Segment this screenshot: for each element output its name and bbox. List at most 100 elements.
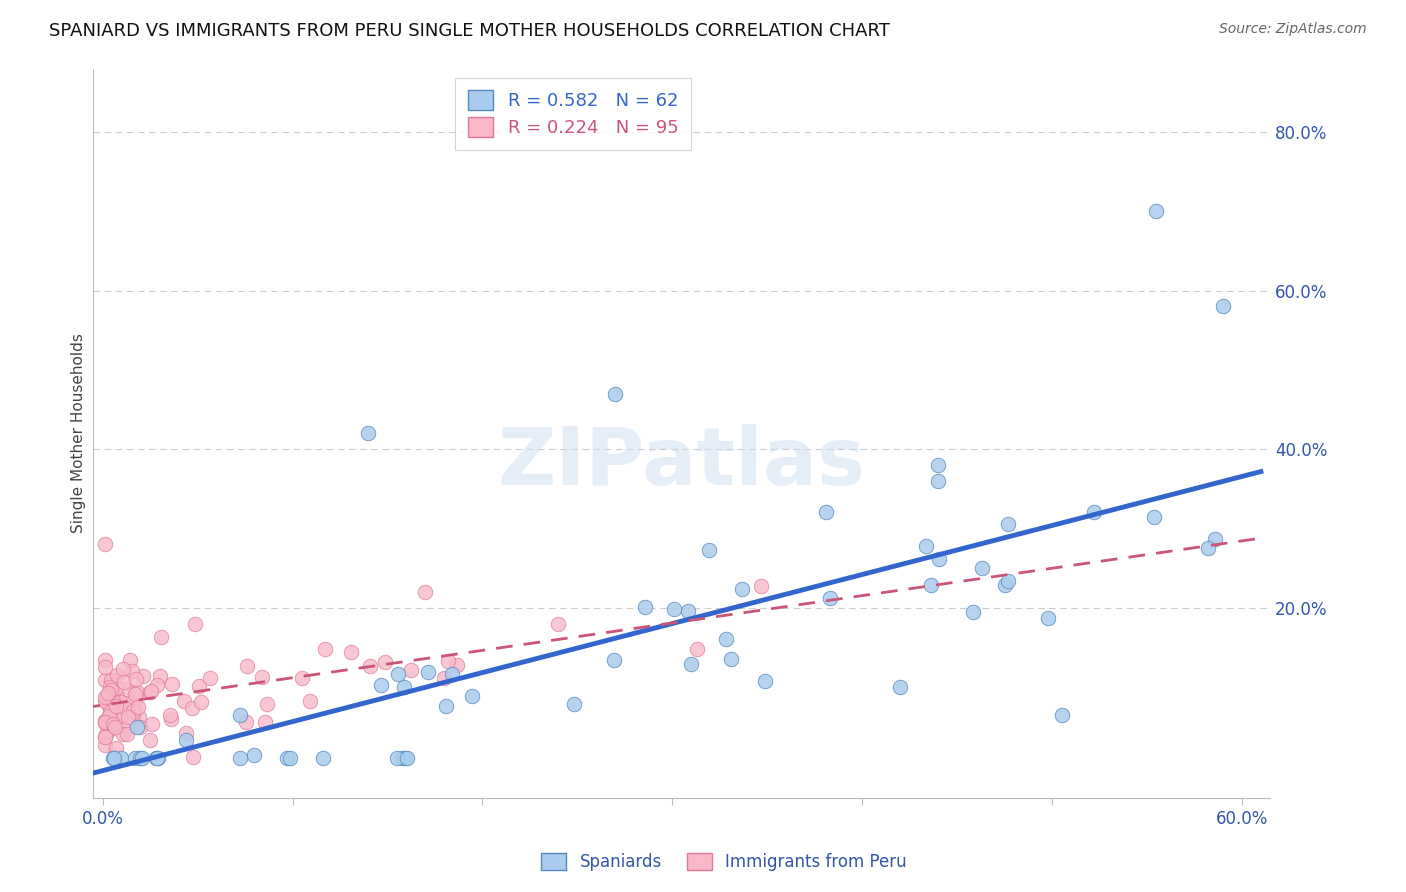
Point: [340, 645, 363, 659]
Text: Source: ZipAtlas.com: Source: ZipAtlas.com: [1219, 22, 1367, 37]
Point: [312, 751, 335, 765]
Point: [138, 732, 160, 747]
Point: [603, 652, 626, 666]
Point: [97, 688, 120, 702]
Point: [105, 699, 128, 714]
Point: [125, 684, 148, 698]
Point: [697, 542, 720, 557]
Point: [299, 693, 322, 707]
Point: [235, 714, 257, 729]
Point: [664, 602, 686, 616]
Point: [149, 668, 172, 682]
Point: [681, 657, 703, 671]
Point: [111, 727, 134, 741]
Point: [117, 710, 139, 724]
Point: [997, 574, 1019, 588]
Point: [714, 632, 737, 646]
Point: [370, 678, 392, 692]
Point: [1197, 541, 1219, 556]
Point: [253, 714, 276, 729]
Legend: R = 0.582   N = 62, R = 0.224   N = 95: R = 0.582 N = 62, R = 0.224 N = 95: [456, 78, 692, 150]
Point: [122, 704, 145, 718]
Point: [374, 655, 396, 669]
Point: [105, 690, 128, 705]
Point: [927, 458, 949, 472]
Point: [1212, 300, 1234, 314]
Point: [190, 695, 212, 709]
Point: [180, 701, 202, 715]
Point: [357, 426, 380, 441]
Point: [314, 642, 336, 657]
Point: [434, 698, 457, 713]
Point: [962, 606, 984, 620]
Point: [125, 719, 148, 733]
Point: [686, 641, 709, 656]
Point: [121, 664, 143, 678]
Legend: Spaniards, Immigrants from Peru: Spaniards, Immigrants from Peru: [533, 845, 915, 880]
Point: [94, 714, 117, 728]
Point: [111, 718, 134, 732]
Point: [547, 616, 569, 631]
Point: [160, 713, 183, 727]
Point: [1146, 204, 1168, 219]
Point: [124, 687, 146, 701]
Text: SPANIARD VS IMMIGRANTS FROM PERU SINGLE MOTHER HOUSEHOLDS CORRELATION CHART: SPANIARD VS IMMIGRANTS FROM PERU SINGLE …: [49, 22, 890, 40]
Point: [100, 683, 122, 698]
Point: [731, 582, 754, 596]
Point: [131, 751, 153, 765]
Point: [997, 516, 1019, 531]
Point: [436, 654, 458, 668]
Point: [127, 700, 149, 714]
Point: [97, 697, 120, 711]
Point: [108, 709, 131, 723]
Point: [1050, 707, 1073, 722]
Point: [111, 662, 134, 676]
Y-axis label: Single Mother Households: Single Mother Households: [72, 334, 86, 533]
Point: [121, 696, 143, 710]
Point: [93, 537, 115, 551]
Point: [94, 727, 117, 741]
Point: [394, 751, 416, 765]
Point: [749, 579, 772, 593]
Point: [105, 668, 128, 682]
Point: [184, 617, 207, 632]
Point: [115, 681, 138, 696]
Text: ZIPatlas: ZIPatlas: [498, 424, 866, 501]
Point: [101, 711, 124, 725]
Point: [433, 671, 456, 685]
Point: [146, 678, 169, 692]
Point: [122, 707, 145, 722]
Point: [132, 669, 155, 683]
Point: [145, 751, 167, 765]
Point: [98, 709, 121, 723]
Point: [124, 673, 146, 687]
Point: [160, 676, 183, 690]
Point: [98, 722, 121, 736]
Point: [562, 697, 585, 711]
Point: [396, 751, 419, 765]
Point: [605, 386, 627, 401]
Point: [104, 720, 127, 734]
Point: [128, 751, 150, 765]
Point: [101, 751, 124, 765]
Point: [94, 660, 117, 674]
Point: [235, 659, 257, 673]
Point: [100, 706, 122, 720]
Point: [93, 738, 115, 752]
Point: [174, 726, 197, 740]
Point: [103, 751, 125, 765]
Point: [276, 751, 298, 765]
Point: [181, 750, 204, 764]
Point: [128, 710, 150, 724]
Point: [188, 679, 211, 693]
Point: [174, 732, 197, 747]
Point: [93, 716, 115, 731]
Point: [633, 599, 655, 614]
Point: [229, 751, 252, 765]
Point: [291, 671, 314, 685]
Point: [98, 680, 121, 694]
Point: [93, 730, 115, 744]
Point: [139, 683, 162, 698]
Point: [173, 693, 195, 707]
Point: [441, 666, 464, 681]
